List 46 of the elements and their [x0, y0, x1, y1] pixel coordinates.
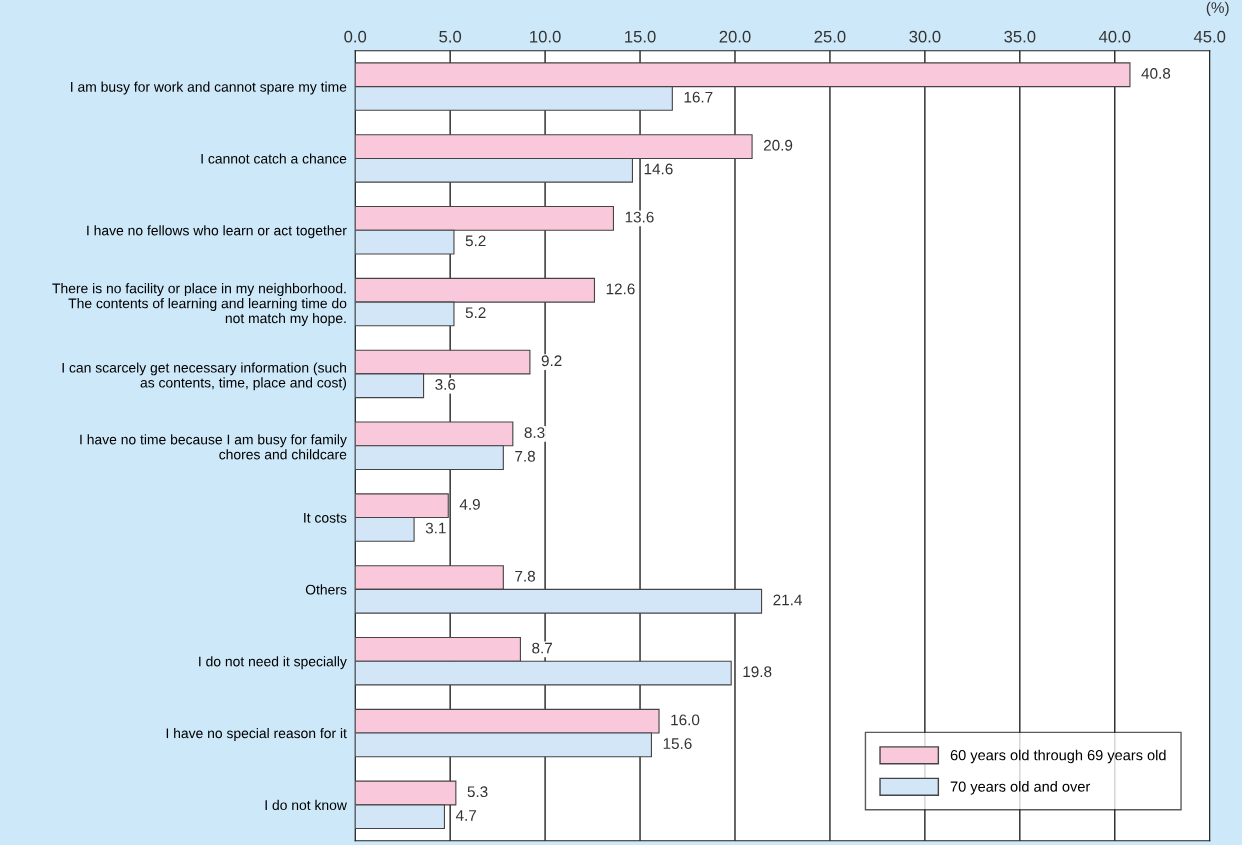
y-tick-label: I do not know — [265, 799, 347, 811]
x-tick-label: 35.0 — [1004, 30, 1036, 43]
legend-label: 70 years old and over — [950, 781, 1091, 795]
data-label: 19.8 — [743, 666, 772, 678]
x-tick-label: 15.0 — [625, 30, 656, 43]
data-label: 4.7 — [455, 810, 477, 821]
x-tick-label: 45.0 — [1193, 30, 1226, 43]
data-label: 8.3 — [524, 427, 545, 438]
data-label: 7.8 — [515, 450, 536, 462]
y-tick-label: I am busy for work and cannot spare my time — [71, 81, 347, 95]
data-label: 5.2 — [465, 307, 486, 319]
data-label: 3.6 — [435, 379, 456, 390]
x-tick-label: 40.0 — [1098, 30, 1131, 43]
y-tick-label: I have no fellows who learn or act together — [87, 225, 347, 239]
data-label: 3.1 — [425, 522, 446, 534]
data-label: 7.8 — [515, 570, 536, 582]
data-label: 15.6 — [663, 738, 692, 749]
x-tick-label: 30.0 — [909, 30, 941, 43]
x-tick-label: 20.0 — [719, 30, 751, 43]
x-tick-label: 5.0 — [439, 30, 462, 43]
data-label: 20.9 — [763, 139, 793, 151]
legend-label: 60 years old through 69 years old — [950, 749, 1166, 764]
data-label: 12.6 — [606, 283, 635, 295]
y-tick-label: I can scarcely get necessary information (such as contents, time, place and cost) — [62, 362, 347, 391]
data-label: 21.4 — [773, 594, 802, 606]
data-label: 16.0 — [671, 714, 700, 726]
y-tick-label: I do not need it specially — [199, 656, 347, 670]
x-tick-label: 10.0 — [530, 30, 561, 43]
data-label: 9.2 — [541, 355, 562, 367]
data-label: 14.6 — [644, 163, 673, 175]
data-label: 5.3 — [467, 786, 488, 798]
y-tick-label: I have no time because I am busy for family chores and childcare — [80, 434, 347, 460]
data-label: 8.7 — [532, 642, 552, 654]
y-tick-label: Others — [305, 584, 347, 595]
x-tick-label: 25.0 — [814, 30, 846, 43]
data-label: 16.7 — [684, 91, 713, 103]
y-tick-label: I cannot catch a chance — [201, 153, 347, 164]
y-tick-label: I have no special reason for it — [166, 728, 347, 741]
data-label: 4.9 — [459, 498, 480, 510]
y-tick-label: There is no facility or place in my neighborhood. The contents of learning and learning time do not match my hope. — [52, 283, 347, 326]
data-label: 13.6 — [625, 211, 654, 223]
text: (%) — [1206, 1, 1229, 16]
data-label: 40.8 — [1141, 68, 1171, 79]
y-tick-label: It costs — [304, 513, 347, 523]
x-tick-label: 0.0 — [344, 30, 367, 43]
data-label: 5.2 — [465, 235, 486, 247]
